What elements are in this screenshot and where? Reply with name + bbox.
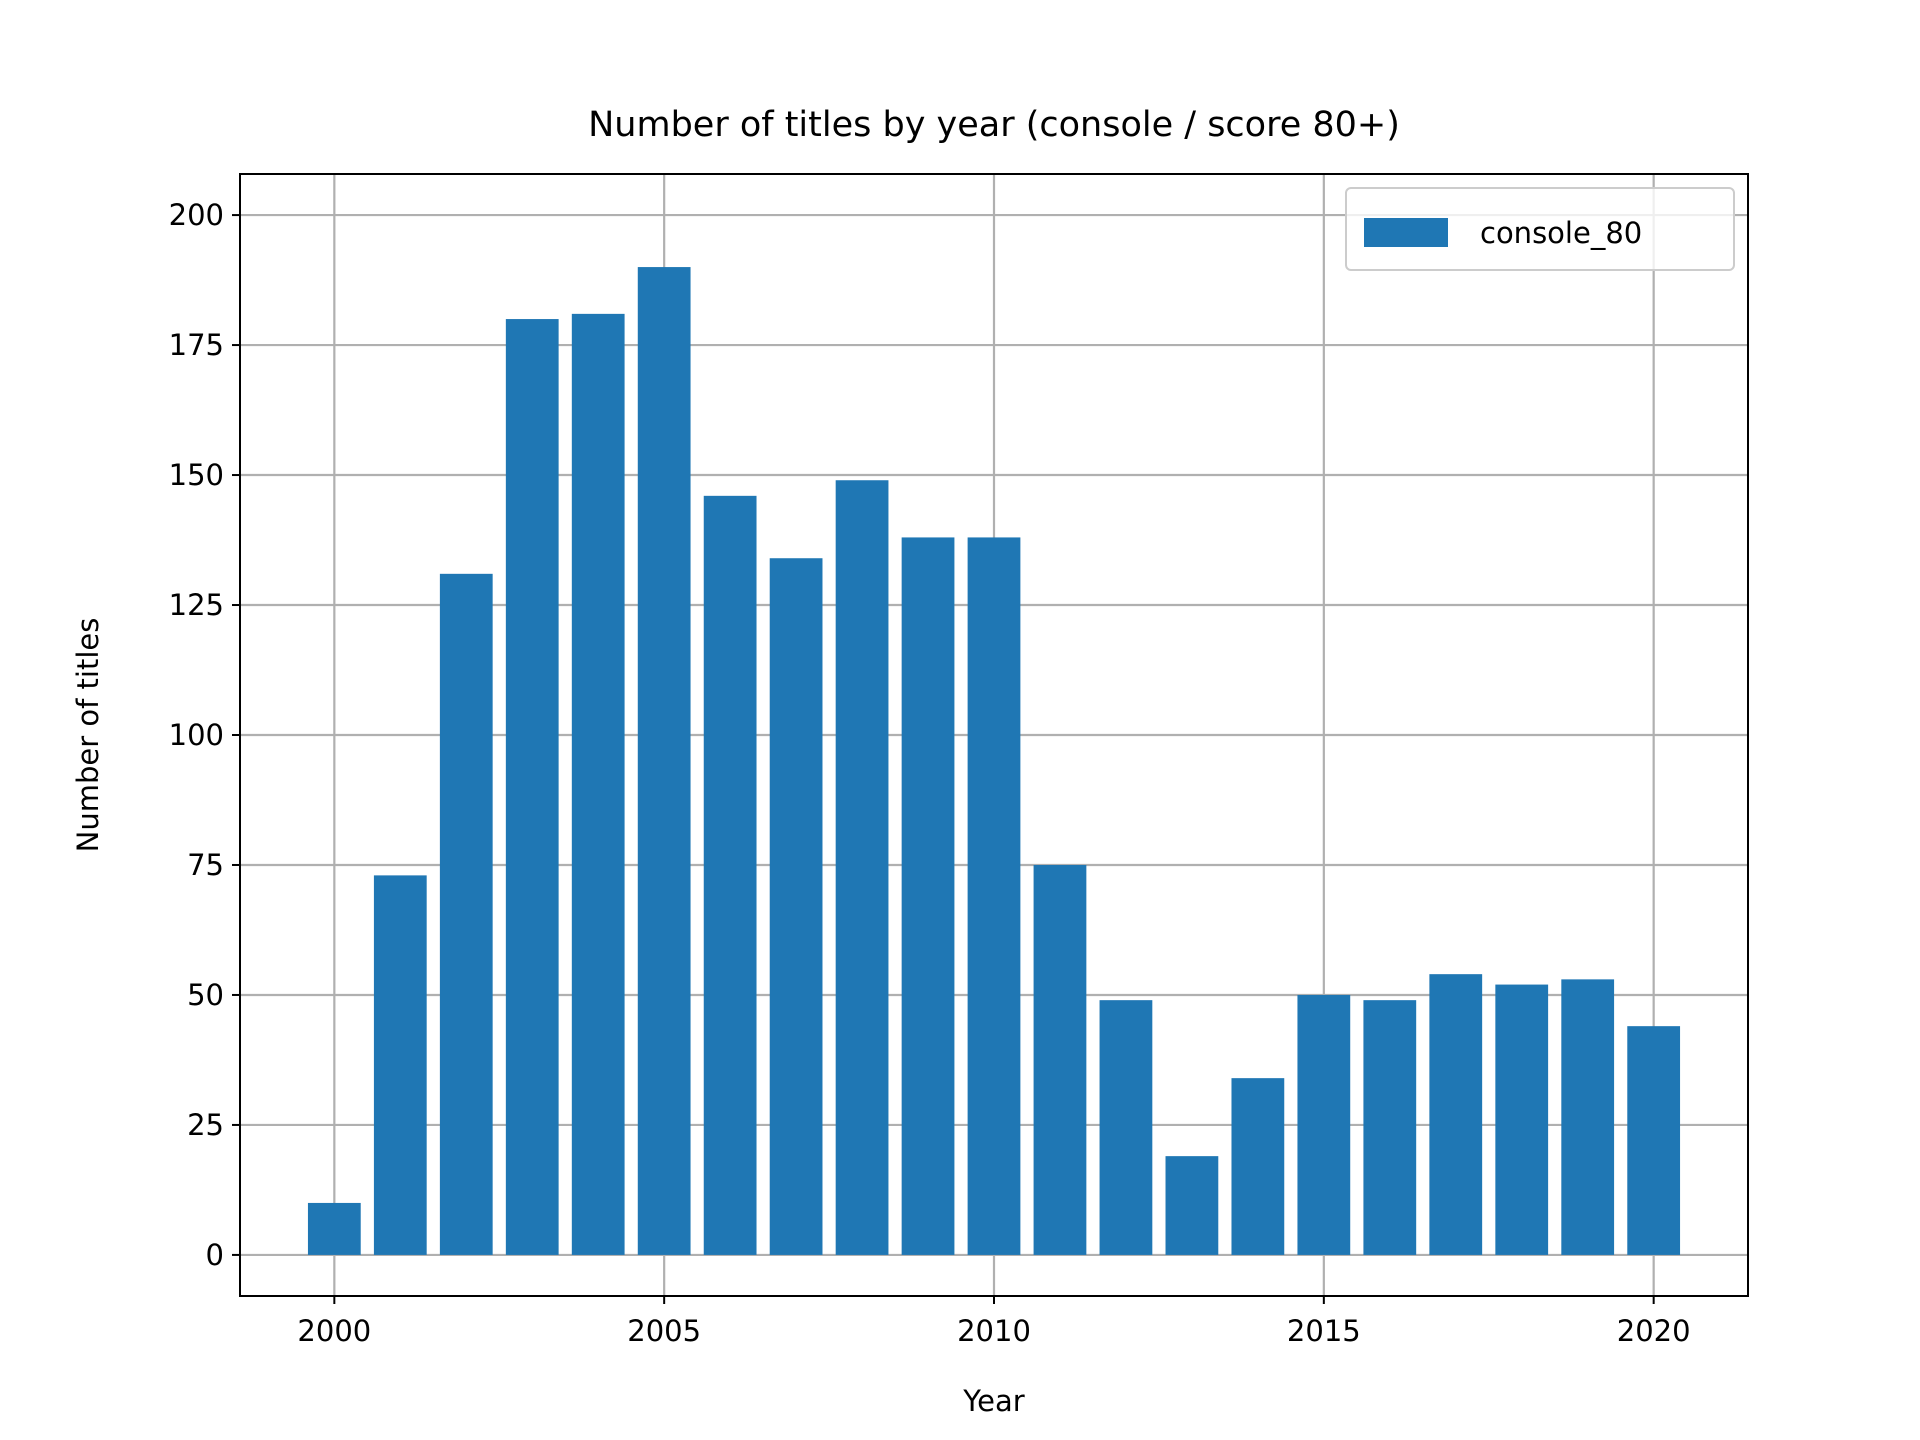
y-tick-label: 100	[169, 718, 224, 752]
bar	[1297, 994, 1351, 1255]
chart-title: Number of titles by year (console / scor…	[588, 105, 1400, 145]
bar	[1033, 864, 1087, 1255]
y-axis-ticks: 0 25 50 75 100 125 150 175 200	[169, 198, 240, 1272]
y-tick-label: 200	[169, 198, 224, 232]
legend-label: console_80	[1480, 216, 1642, 250]
bar	[1627, 1026, 1681, 1255]
bar	[1495, 984, 1549, 1255]
x-tick-label: 2000	[297, 1314, 371, 1348]
y-tick-label: 175	[169, 328, 224, 362]
bar	[1561, 979, 1615, 1255]
bar	[1231, 1078, 1285, 1255]
x-tick-label: 2005	[627, 1314, 701, 1348]
x-axis-label: Year	[962, 1384, 1024, 1418]
y-tick-label: 50	[187, 978, 224, 1012]
bar	[1429, 974, 1483, 1255]
legend-frame	[1345, 187, 1735, 271]
x-tick-label: 2020	[1617, 1314, 1691, 1348]
bar	[835, 480, 889, 1255]
bars	[307, 267, 1681, 1255]
bar	[703, 495, 757, 1255]
y-tick-label: 125	[169, 588, 224, 622]
bar	[1099, 1000, 1153, 1255]
bar	[769, 558, 823, 1255]
bar	[637, 267, 691, 1255]
y-tick-label: 75	[187, 848, 224, 882]
bar	[439, 573, 493, 1255]
bar	[373, 875, 427, 1255]
bar	[1165, 1156, 1219, 1255]
bar	[307, 1202, 361, 1255]
bar	[967, 537, 1021, 1255]
bar	[571, 313, 625, 1255]
legend: console_80	[1345, 187, 1735, 271]
x-tick-label: 2010	[957, 1314, 1031, 1348]
bar	[505, 319, 559, 1255]
x-tick-label: 2015	[1287, 1314, 1361, 1348]
bar	[1363, 1000, 1417, 1255]
y-tick-label: 25	[187, 1108, 224, 1142]
y-axis-label: Number of titles	[71, 618, 105, 853]
y-tick-label: 0	[206, 1238, 224, 1272]
y-tick-label: 150	[169, 458, 224, 492]
legend-swatch	[1364, 218, 1448, 247]
bar	[901, 537, 955, 1255]
x-axis-ticks: 2000 2005 2010 2015 2020	[297, 1296, 1691, 1348]
